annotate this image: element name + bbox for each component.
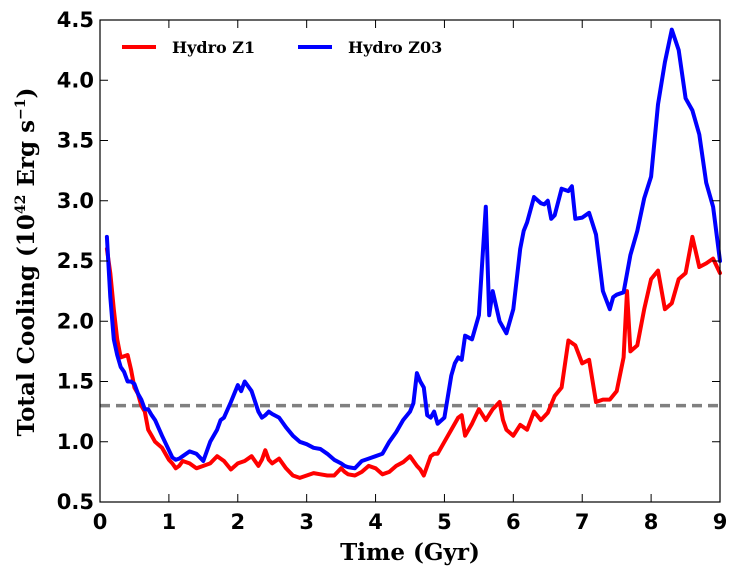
x-tick-label: 0 xyxy=(93,510,108,534)
y-tick-label: 3.5 xyxy=(57,129,94,153)
y-axis-label-close: ) xyxy=(13,88,40,99)
y-tick-label: 2.5 xyxy=(57,249,94,273)
y-tick-label: 4.5 xyxy=(57,8,94,32)
x-axis-label: Time (Gyr) xyxy=(340,539,480,566)
series-line-hydro-z03 xyxy=(104,27,722,471)
series-line-hydro-z1 xyxy=(104,234,722,480)
plot-area xyxy=(100,27,722,480)
x-tick-label: 2 xyxy=(230,510,245,534)
x-tick-label: 9 xyxy=(713,510,728,534)
x-tick-label: 3 xyxy=(299,510,314,534)
x-tick-label: 6 xyxy=(506,510,521,534)
y-tick-label: 1.0 xyxy=(57,430,94,454)
legend-label-hydro-z1: Hydro Z1 xyxy=(172,38,255,57)
y-axis-label-exp: 42 xyxy=(13,195,29,214)
y-tick-label: 3.0 xyxy=(57,189,94,213)
x-tick-label: 1 xyxy=(162,510,177,534)
x-tick-label: 7 xyxy=(575,510,590,534)
y-tick-label: 0.5 xyxy=(57,490,94,514)
axes: 0 1 2 3 4 5 6 7 8 9 0.5 1.0 1.5 2.0 2.5 3.0 3.5 4.0 4.5 xyxy=(57,8,728,534)
legend-label-hydro-z03: Hydro Z03 xyxy=(348,38,442,57)
y-tick-label: 4.0 xyxy=(57,68,94,92)
y-axis-label-unit-exp: −1 xyxy=(13,98,29,119)
y-tick-label: 2.0 xyxy=(57,309,94,333)
legend: Hydro Z1 Hydro Z03 xyxy=(122,38,442,57)
x-tick-label: 5 xyxy=(437,510,452,534)
x-tick-label: 8 xyxy=(644,510,659,534)
y-tick-label: 1.5 xyxy=(57,370,94,394)
x-tick-label: 4 xyxy=(368,510,383,534)
y-axis-label-main: Total Cooling (10 xyxy=(13,214,40,436)
y-axis-label-unit: Erg s xyxy=(13,120,40,195)
y-axis-label: Total Cooling (1042 Erg s−1) xyxy=(13,88,40,437)
plot-frame xyxy=(99,19,721,503)
